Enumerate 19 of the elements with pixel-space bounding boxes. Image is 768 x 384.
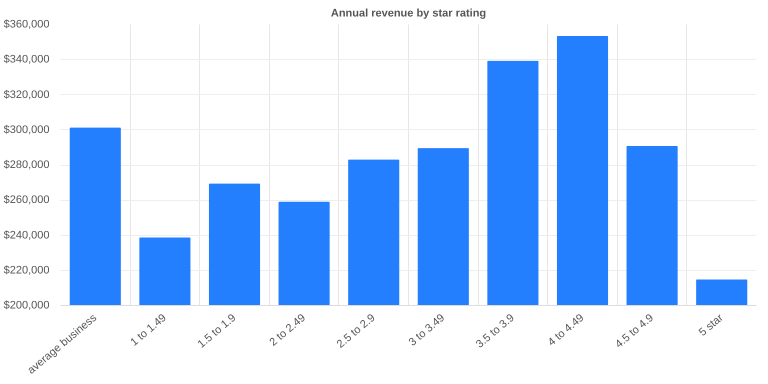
y-tick-label: $280,000 bbox=[4, 159, 50, 171]
x-tick-label: 3 to 3.49 bbox=[406, 312, 448, 349]
y-tick-label: $340,000 bbox=[4, 54, 50, 66]
y-tick-label: $240,000 bbox=[4, 229, 50, 242]
y-tick-label: $300,000 bbox=[4, 124, 50, 136]
x-tick-label: 3.5 to 3.9 bbox=[474, 312, 517, 351]
chart-title: Annual revenue by star rating bbox=[330, 8, 486, 20]
y-tick-label: $200,000 bbox=[4, 300, 50, 312]
x-tick-label: 2 to 2.49 bbox=[267, 312, 308, 349]
y-tick-label: $320,000 bbox=[4, 88, 50, 101]
x-tick-label: 1 to 1.49 bbox=[128, 312, 169, 349]
x-tick-label: 5 star bbox=[696, 312, 726, 339]
x-tick-label: 4 to 4.49 bbox=[546, 312, 586, 349]
x-tick-label: 1.5 to 1.9 bbox=[196, 312, 238, 351]
y-tick-label: $360,000 bbox=[4, 18, 50, 30]
y-tick-label: $260,000 bbox=[4, 194, 50, 206]
y-tick-label: $220,000 bbox=[4, 264, 50, 276]
x-tick-label: 4.5 to 4.9 bbox=[613, 312, 656, 351]
x-tick-label: 2.5 to 2.9 bbox=[334, 312, 378, 351]
